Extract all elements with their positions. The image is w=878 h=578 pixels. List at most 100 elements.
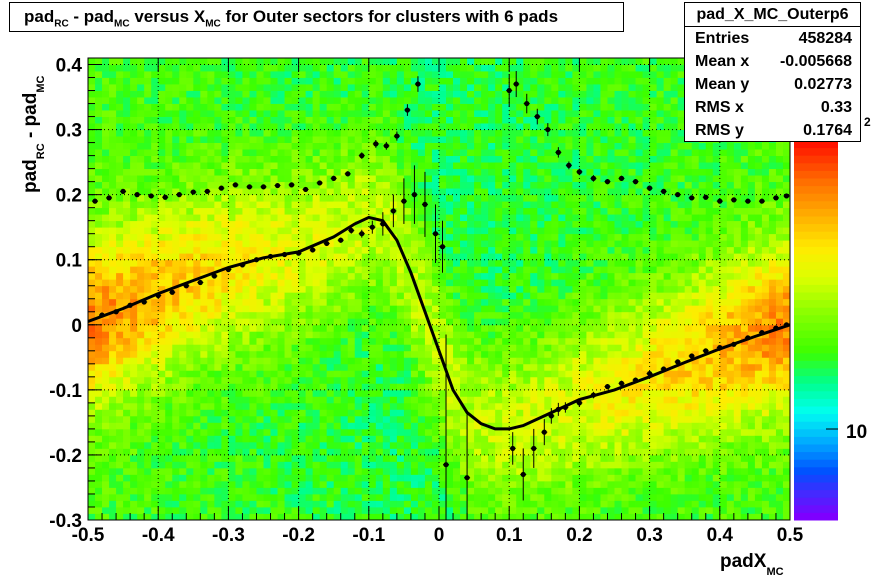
heatmap-cell [488, 376, 496, 384]
heatmap-cells [88, 58, 790, 520]
heatmap-cell [242, 175, 250, 183]
heatmap-cell [95, 292, 103, 300]
heatmap-cell [116, 389, 124, 397]
heatmap-cell [375, 344, 384, 352]
heatmap-cell [509, 90, 517, 98]
heatmap-cell [130, 298, 138, 306]
heatmap-cell [439, 116, 447, 124]
heatmap-cell [235, 103, 243, 111]
heatmap-cell [431, 90, 440, 98]
heatmap-cell [389, 71, 398, 78]
heatmap-cell [109, 110, 117, 117]
heatmap-cell [221, 324, 229, 332]
heatmap-cell [298, 344, 307, 352]
heatmap-cell [572, 350, 580, 358]
heatmap-cell [551, 344, 559, 352]
heatmap-cell [326, 409, 335, 417]
heatmap-cell [495, 194, 503, 202]
heatmap-cell [151, 266, 159, 274]
heatmap-cell [551, 58, 559, 65]
heatmap-cell [305, 454, 314, 462]
heatmap-cell [509, 370, 517, 378]
heatmap-cell [565, 214, 573, 222]
heatmap-cell [460, 331, 468, 339]
heatmap-cell [165, 240, 173, 248]
heatmap-cell [228, 240, 236, 248]
heatmap-cell [530, 110, 538, 117]
heatmap-cell [495, 298, 503, 306]
heatmap-cell [165, 129, 173, 137]
heatmap-cell [403, 90, 412, 98]
heatmap-cell [537, 188, 545, 196]
heatmap-cell [319, 168, 328, 176]
heatmap-cell [109, 64, 117, 72]
heatmap-cell [403, 487, 412, 495]
heatmap-cell [326, 435, 335, 443]
heatmap-cell [144, 285, 152, 293]
heatmap-cell [312, 279, 321, 287]
heatmap-cell [502, 77, 510, 85]
heatmap-cell [137, 396, 145, 404]
heatmap-cell [228, 298, 236, 306]
heatmap-cell [144, 370, 152, 378]
heatmap-cell [340, 435, 349, 443]
heatmap-cell [495, 103, 503, 111]
heatmap-cell [144, 58, 152, 65]
heatmap-cell [403, 402, 412, 410]
heatmap-cell [544, 77, 552, 85]
heatmap-cell [242, 77, 250, 85]
heatmap-cell [256, 272, 264, 280]
heatmap-cell [165, 376, 173, 384]
heatmap-cell [207, 305, 215, 313]
heatmap-cell [474, 370, 482, 378]
heatmap-cell [235, 350, 243, 358]
heatmap-cell [249, 181, 257, 189]
heatmap-cell [235, 435, 243, 443]
heatmap-cell [502, 467, 510, 475]
heatmap-cell [305, 168, 314, 176]
heatmap-cell [319, 383, 328, 391]
heatmap-cell [368, 461, 377, 469]
heatmap-cell [368, 84, 377, 91]
heatmap-cell [417, 253, 426, 261]
heatmap-cell [95, 448, 103, 456]
heatmap-cell [375, 110, 384, 117]
heatmap-cell [368, 324, 377, 332]
heatmap-cell [158, 259, 166, 267]
heatmap-cell [291, 376, 299, 384]
heatmap-cell [137, 116, 145, 124]
heatmap-cell [165, 318, 173, 326]
heatmap-cell [151, 435, 159, 443]
heatmap-cell [116, 272, 124, 280]
heatmap-cell [354, 162, 363, 170]
heatmap-cell [361, 506, 370, 514]
heatmap-cell [530, 298, 538, 306]
heatmap-cell [439, 162, 447, 170]
heatmap-cell [312, 58, 321, 65]
heatmap-cell [179, 318, 187, 326]
heatmap-cell [572, 311, 580, 319]
heatmap-cell [509, 266, 517, 274]
heatmap-cell [298, 331, 307, 339]
heatmap-cell [340, 110, 349, 117]
heatmap-cell [186, 246, 194, 254]
heatmap-cell [572, 97, 580, 104]
heatmap-cell [207, 402, 215, 410]
heatmap-cell [123, 175, 131, 183]
heatmap-cell [481, 253, 489, 261]
heatmap-cell [193, 402, 201, 410]
heatmap-cell [382, 435, 391, 443]
heatmap-cell [368, 344, 377, 352]
heatmap-cell [193, 409, 201, 417]
heatmap-cell [144, 396, 152, 404]
heatmap-cell [424, 467, 433, 475]
heatmap-cell [481, 370, 489, 378]
heatmap-cell [284, 246, 292, 254]
heatmap-cell [144, 467, 152, 475]
heatmap-cell [509, 311, 517, 319]
heatmap-cell [544, 272, 552, 280]
heatmap-cell [193, 318, 201, 326]
heatmap-cell [354, 266, 363, 274]
heatmap-cell [144, 168, 152, 176]
heatmap-cell [537, 240, 545, 248]
